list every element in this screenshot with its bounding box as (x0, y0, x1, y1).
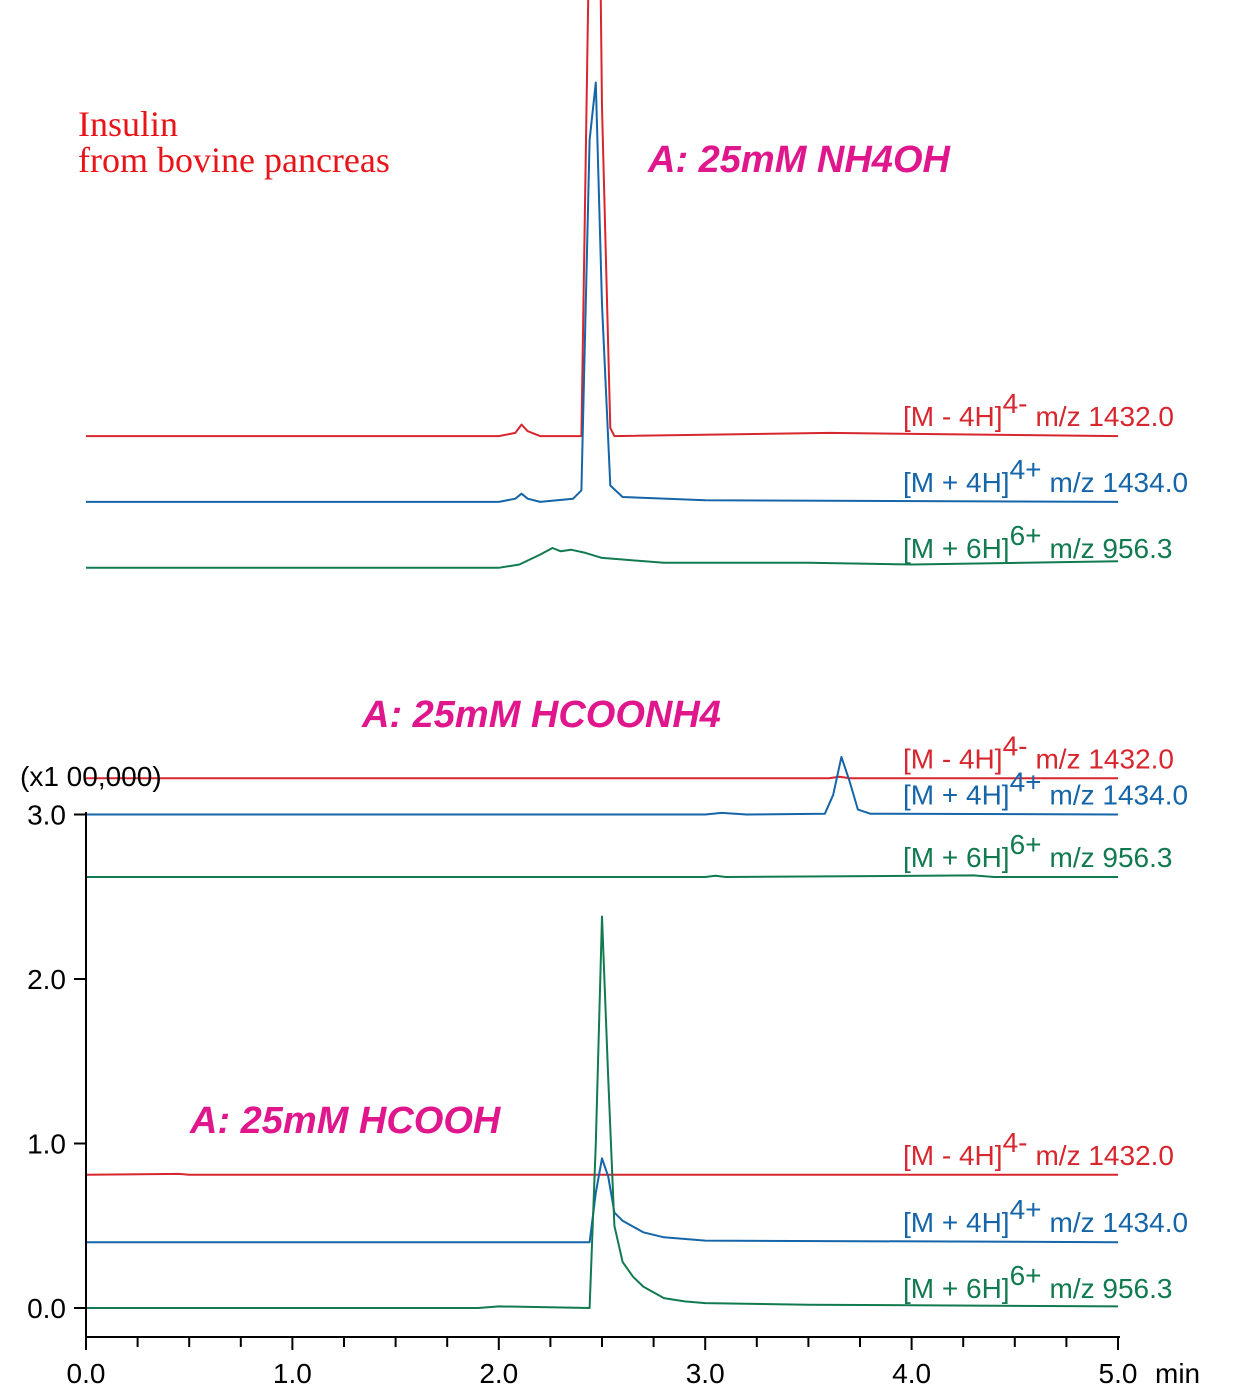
condition-label-0: A: 25mM NH4OH (647, 139, 951, 181)
ion-text: [M + 6H] (903, 533, 1010, 564)
mz-text: m/z 1434.0 (1050, 1207, 1189, 1238)
mz-text: m/z 1432.0 (1035, 401, 1174, 432)
trace-label-2-neg4: [M - 4H]4- m/z 1432.0 (903, 1127, 1174, 1171)
ion-text: [M + 6H] (903, 1273, 1010, 1304)
x-tick-label-5: 5.0 (1099, 1358, 1138, 1389)
sample-title-line-1: Insulin (78, 104, 178, 144)
mz-text: m/z 956.3 (1050, 533, 1173, 564)
condition-label-2: A: 25mM HCOOH (189, 1100, 502, 1142)
trace-label-0-pos4: [M + 4H]4+ m/z 1434.0 (903, 454, 1188, 498)
mz-text: m/z 1432.0 (1035, 1140, 1174, 1171)
x-tick-label-3: 3.0 (686, 1358, 725, 1389)
charge-superscript: 4+ (1010, 1194, 1042, 1225)
trace-label-2-pos6: [M + 6H]6+ m/z 956.3 (903, 1260, 1172, 1304)
y-tick-label-1: 1.0 (27, 1129, 66, 1160)
mz-text: m/z 1432.0 (1035, 743, 1174, 774)
trace-2-pos6 (86, 915, 1119, 1309)
x-tick-label-4: 4.0 (892, 1358, 931, 1389)
y-multiplier-label: (x1 00,000) (20, 761, 162, 792)
ion-text: [M - 4H] (903, 401, 1003, 432)
trace-0-pos6 (86, 547, 1119, 569)
charge-superscript: 6+ (1010, 520, 1042, 551)
labels-layer: Insulin from bovine pancreas (x1 00,000)… (20, 104, 1200, 1389)
trace-label-1-neg4: [M - 4H]4- m/z 1432.0 (903, 730, 1174, 774)
ion-text: [M + 4H] (903, 780, 1010, 811)
ion-text: [M + 4H] (903, 467, 1010, 498)
mz-text: m/z 956.3 (1050, 842, 1173, 873)
axes-layer: 0.0 1.0 2.0 3.0 0.0 1.0 2.0 3.0 4.0 5.0 (27, 800, 1137, 1390)
ion-text: [M - 4H] (903, 743, 1003, 774)
ion-text: [M + 4H] (903, 1207, 1010, 1238)
ion-text: [M + 6H] (903, 842, 1010, 873)
trace-label-0-pos6: [M + 6H]6+ m/z 956.3 (903, 520, 1172, 564)
charge-superscript: 4- (1003, 388, 1028, 419)
charge-superscript: 4- (1003, 1127, 1028, 1158)
trace-1-neg4 (86, 775, 1118, 780)
trace-label-2-pos4: [M + 4H]4+ m/z 1434.0 (903, 1194, 1188, 1238)
condition-label-1: A: 25mM HCOONH4 (361, 694, 721, 736)
charge-superscript: 4+ (1010, 454, 1042, 485)
trace-2-neg4 (85, 1172, 1118, 1176)
traces-layer (85, 0, 1119, 1309)
trace-label-1-pos4: [M + 4H]4+ m/z 1434.0 (903, 767, 1188, 811)
ion-text: [M - 4H] (903, 1140, 1003, 1171)
trace-label-0-neg4: [M - 4H]4- m/z 1432.0 (903, 388, 1174, 432)
mz-text: m/z 1434.0 (1050, 780, 1189, 811)
mz-text: m/z 956.3 (1050, 1273, 1173, 1304)
charge-superscript: 4+ (1010, 767, 1042, 798)
charge-superscript: 6+ (1010, 1260, 1042, 1291)
y-tick-label-2: 2.0 (27, 964, 66, 995)
sample-title-line-2: from bovine pancreas (78, 140, 390, 180)
x-tick-label-0: 0.0 (67, 1358, 106, 1389)
y-tick-label-3: 3.0 (27, 800, 66, 831)
mz-text: m/z 1434.0 (1050, 467, 1189, 498)
charge-superscript: 6+ (1010, 829, 1042, 860)
trace-label-1-pos6: [M + 6H]6+ m/z 956.3 (903, 829, 1172, 873)
trace-0-pos4 (86, 81, 1119, 503)
y-tick-label-0: 0.0 (27, 1293, 66, 1324)
trace-1-pos4 (86, 755, 1119, 816)
x-tick-label-1: 1.0 (273, 1358, 312, 1389)
x-tick-label-2: 2.0 (479, 1358, 518, 1389)
x-unit-label: min (1155, 1358, 1200, 1389)
charge-superscript: 4- (1003, 730, 1028, 761)
trace-0-neg4 (86, 0, 1119, 438)
trace-1-pos6 (86, 874, 1118, 878)
